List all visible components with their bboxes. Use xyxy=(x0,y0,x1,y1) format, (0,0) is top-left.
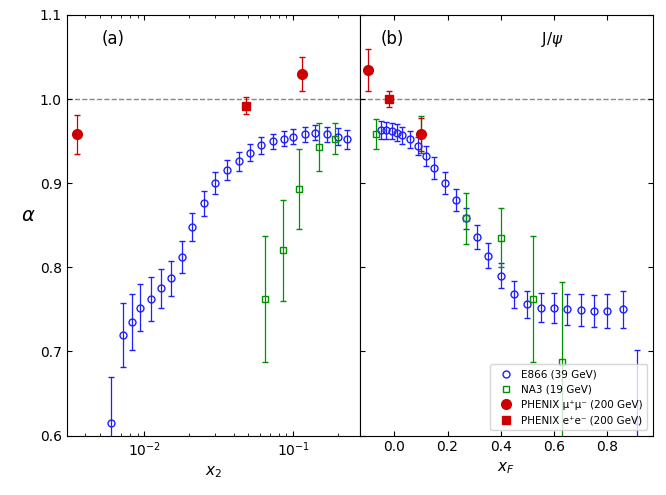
X-axis label: $x_2$: $x_2$ xyxy=(204,465,222,480)
Y-axis label: $\alpha$: $\alpha$ xyxy=(21,206,36,225)
Text: (a): (a) xyxy=(102,30,125,49)
X-axis label: $x_F$: $x_F$ xyxy=(498,460,515,476)
Text: J/$\psi$: J/$\psi$ xyxy=(541,30,564,50)
Legend: E866 (39 GeV), NA3 (19 GeV), PHENIX μ⁺μ⁻ (200 GeV), PHENIX e⁺e⁻ (200 GeV): E866 (39 GeV), NA3 (19 GeV), PHENIX μ⁺μ⁻… xyxy=(490,364,647,430)
Text: (b): (b) xyxy=(380,30,404,49)
